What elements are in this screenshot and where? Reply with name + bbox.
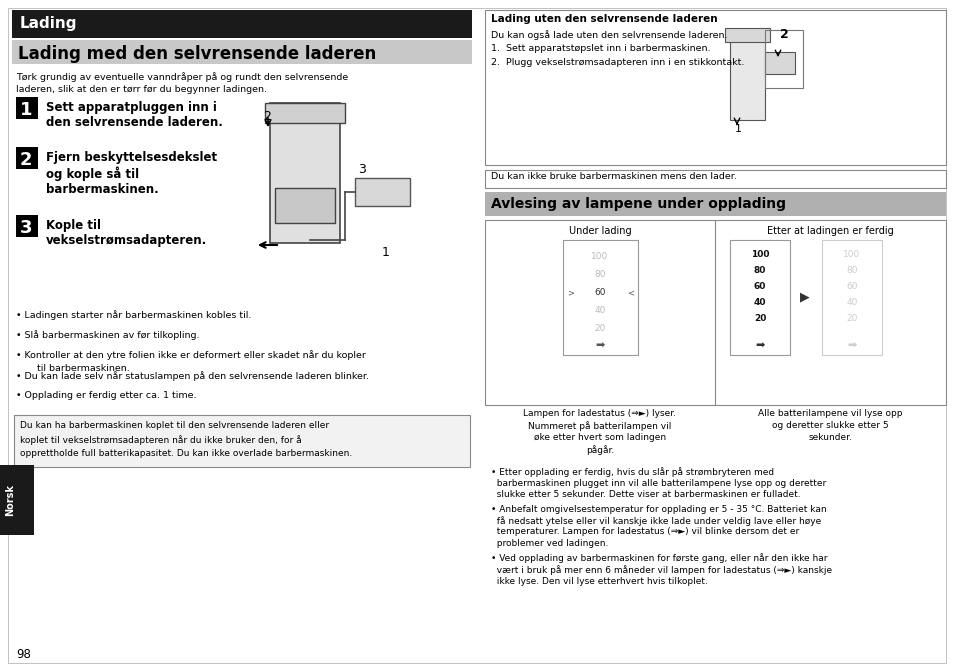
Text: 20: 20 bbox=[753, 314, 765, 323]
Text: • Opplading er ferdig etter ca. 1 time.: • Opplading er ferdig etter ca. 1 time. bbox=[16, 391, 196, 400]
Text: 1: 1 bbox=[734, 124, 741, 134]
Text: >: > bbox=[566, 288, 574, 297]
Text: Under lading: Under lading bbox=[568, 226, 631, 236]
Text: • Ved opplading av barbermaskinen for første gang, eller når den ikke har: • Ved opplading av barbermaskinen for fø… bbox=[491, 554, 826, 564]
Text: 100: 100 bbox=[750, 250, 768, 259]
Bar bbox=[16, 215, 38, 237]
Bar bbox=[729, 30, 764, 120]
Bar bbox=[12, 10, 472, 38]
Text: Lading: Lading bbox=[20, 16, 77, 31]
Text: 80: 80 bbox=[753, 266, 765, 275]
Text: ikke lyse. Den vil lyse etterhvert hvis tilkoplet.: ikke lyse. Den vil lyse etterhvert hvis … bbox=[491, 576, 707, 586]
Bar bbox=[764, 30, 802, 88]
Text: 1.  Sett apparatstøpslet inn i barbermaskinen.: 1. Sett apparatstøpslet inn i barbermask… bbox=[491, 44, 710, 53]
Text: Du kan ha barbermaskinen koplet til den selvrensende laderen eller: Du kan ha barbermaskinen koplet til den … bbox=[20, 421, 329, 430]
Text: ➡: ➡ bbox=[755, 341, 764, 351]
Text: pågår.: pågår. bbox=[585, 445, 614, 455]
Text: 100: 100 bbox=[591, 252, 608, 261]
Text: • Kontroller at den ytre folien ikke er deformert eller skadet når du kopler: • Kontroller at den ytre folien ikke er … bbox=[16, 350, 366, 360]
Text: øke etter hvert som ladingen: øke etter hvert som ladingen bbox=[534, 433, 665, 442]
Text: slukke etter 5 sekunder. Dette viser at barbermaskinen er fulladet.: slukke etter 5 sekunder. Dette viser at … bbox=[491, 490, 800, 499]
Text: Du kan ikke bruke barbermaskinen mens den lader.: Du kan ikke bruke barbermaskinen mens de… bbox=[491, 172, 736, 181]
Text: 1: 1 bbox=[20, 101, 32, 119]
Text: Fjern beskyttelsesdekslet
og kople så til
barbermaskinen.: Fjern beskyttelsesdekslet og kople så ti… bbox=[46, 151, 217, 196]
Text: Nummeret på batterilampen vil: Nummeret på batterilampen vil bbox=[528, 421, 671, 431]
Text: 60: 60 bbox=[753, 282, 765, 291]
Text: Alle batterilampene vil lyse opp: Alle batterilampene vil lyse opp bbox=[757, 409, 902, 418]
Text: 40: 40 bbox=[594, 306, 605, 315]
Bar bbox=[484, 220, 945, 405]
Bar bbox=[265, 103, 345, 123]
Text: Du kan også lade uten den selvrensende laderen.: Du kan også lade uten den selvrensende l… bbox=[491, 30, 727, 40]
Bar bbox=[484, 10, 945, 165]
Text: koplet til vekselstrømsadapteren når du ikke bruker den, for å: koplet til vekselstrømsadapteren når du … bbox=[20, 435, 301, 445]
Text: • Slå barbermaskinen av før tilkopling.: • Slå barbermaskinen av før tilkopling. bbox=[16, 330, 199, 340]
Text: Etter at ladingen er ferdig: Etter at ladingen er ferdig bbox=[766, 226, 892, 236]
Text: barbermaskinen plugget inn vil alle batterilampene lyse opp og deretter: barbermaskinen plugget inn vil alle batt… bbox=[491, 478, 825, 488]
Text: 80: 80 bbox=[594, 270, 605, 279]
Text: 2.  Plugg vekselstrømsadapteren inn i en stikkontakt.: 2. Plugg vekselstrømsadapteren inn i en … bbox=[491, 58, 743, 67]
Text: Kople til
vekselstrømsadapteren.: Kople til vekselstrømsadapteren. bbox=[46, 219, 207, 247]
Bar bbox=[729, 240, 789, 355]
Text: temperaturer. Lampen for ladestatus (⇒►) vil blinke dersom det er: temperaturer. Lampen for ladestatus (⇒►)… bbox=[491, 527, 799, 537]
Bar bbox=[274, 188, 335, 223]
Bar bbox=[562, 240, 638, 355]
Text: til barbermaskinen.: til barbermaskinen. bbox=[16, 364, 130, 373]
Bar bbox=[484, 192, 945, 216]
Bar bbox=[355, 178, 410, 206]
Text: • Etter opplading er ferdig, hvis du slår på strømbryteren med: • Etter opplading er ferdig, hvis du slå… bbox=[491, 467, 773, 477]
Text: <: < bbox=[626, 288, 634, 297]
Text: vært i bruk på mer enn 6 måneder vil lampen for ladestatus (⇒►) kanskje: vært i bruk på mer enn 6 måneder vil lam… bbox=[491, 565, 831, 575]
Bar bbox=[484, 170, 945, 188]
Text: 20: 20 bbox=[845, 314, 857, 323]
Text: 20: 20 bbox=[594, 324, 605, 333]
Text: • Du kan lade selv når statuslampen på den selvrensende laderen blinker.: • Du kan lade selv når statuslampen på d… bbox=[16, 371, 369, 380]
Bar bbox=[16, 97, 38, 119]
Bar bbox=[14, 415, 470, 467]
Text: 2: 2 bbox=[263, 110, 271, 123]
Text: laderen, slik at den er tørr før du begynner ladingen.: laderen, slik at den er tørr før du begy… bbox=[16, 85, 267, 94]
Bar bbox=[16, 147, 38, 169]
Text: 60: 60 bbox=[845, 282, 857, 291]
Text: sekunder.: sekunder. bbox=[807, 433, 851, 442]
Text: 98: 98 bbox=[16, 648, 30, 661]
Text: 40: 40 bbox=[753, 298, 765, 307]
Text: Tørk grundig av eventuelle vanndråper på og rundt den selvrensende: Tørk grundig av eventuelle vanndråper på… bbox=[16, 72, 348, 82]
Text: Sett apparatpluggen inn i
den selvrensende laderen.: Sett apparatpluggen inn i den selvrensen… bbox=[46, 101, 223, 129]
Text: Avlesing av lampene under opplading: Avlesing av lampene under opplading bbox=[491, 197, 785, 211]
Text: 2: 2 bbox=[780, 28, 788, 41]
Text: ➡: ➡ bbox=[595, 341, 604, 351]
Text: 80: 80 bbox=[845, 266, 857, 275]
Text: 3: 3 bbox=[357, 163, 366, 176]
Text: 60: 60 bbox=[594, 288, 605, 297]
Text: 40: 40 bbox=[845, 298, 857, 307]
Text: opprettholde full batterikapasitet. Du kan ikke overlade barbermaskinen.: opprettholde full batterikapasitet. Du k… bbox=[20, 449, 352, 458]
Text: få nedsatt ytelse eller vil kanskje ikke lade under veldig lave eller høye: få nedsatt ytelse eller vil kanskje ikke… bbox=[491, 516, 821, 526]
Text: ▶: ▶ bbox=[800, 291, 809, 303]
Text: • Ladingen starter når barbermaskinen kobles til.: • Ladingen starter når barbermaskinen ko… bbox=[16, 310, 251, 320]
Text: Lampen for ladestatus (⇒►) lyser.: Lampen for ladestatus (⇒►) lyser. bbox=[523, 409, 676, 418]
Text: og deretter slukke etter 5: og deretter slukke etter 5 bbox=[771, 421, 887, 430]
Bar bbox=[764, 52, 794, 74]
Text: 2: 2 bbox=[20, 151, 32, 169]
Text: Lading uten den selvrensende laderen: Lading uten den selvrensende laderen bbox=[491, 14, 717, 24]
Text: ➡: ➡ bbox=[846, 341, 856, 351]
Text: Norsk: Norsk bbox=[5, 484, 15, 516]
Text: • Anbefalt omgivelsestemperatur for opplading er 5 - 35 °C. Batteriet kan: • Anbefalt omgivelsestemperatur for oppl… bbox=[491, 505, 825, 513]
Bar bbox=[270, 103, 339, 243]
Text: 100: 100 bbox=[842, 250, 860, 259]
Text: Lading med den selvrensende laderen: Lading med den selvrensende laderen bbox=[18, 45, 375, 63]
Bar bbox=[12, 40, 472, 64]
Text: 1: 1 bbox=[381, 246, 390, 259]
Text: 3: 3 bbox=[20, 219, 32, 237]
Bar bbox=[821, 240, 882, 355]
Bar bbox=[724, 28, 769, 42]
Text: problemer ved ladingen.: problemer ved ladingen. bbox=[491, 539, 608, 548]
